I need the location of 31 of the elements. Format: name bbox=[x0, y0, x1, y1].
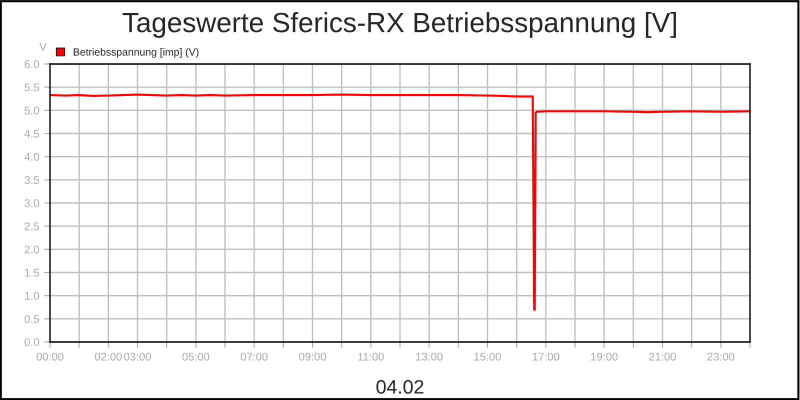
x-tick-label: 02:00 bbox=[94, 352, 122, 361]
x-tick-label: 15:00 bbox=[474, 352, 501, 361]
x-tick-label: 03:00 bbox=[124, 352, 151, 361]
x-tick-label: 07:00 bbox=[240, 352, 268, 361]
y-tick-label: 5.5 bbox=[24, 84, 40, 92]
y-tick-label: 2.5 bbox=[24, 222, 40, 230]
x-tick-label: 05:00 bbox=[182, 352, 210, 361]
y-tick-label: 1.0 bbox=[24, 292, 40, 300]
y-tick-label: 4.5 bbox=[24, 130, 40, 138]
y-tick-label: 2.0 bbox=[24, 246, 40, 254]
y-tick-label: 1.5 bbox=[24, 268, 40, 277]
y-tick-label: 5.0 bbox=[24, 106, 40, 114]
legend-label: Betriebsspannung [imp] (V) bbox=[74, 48, 198, 58]
y-axis-title: V bbox=[39, 42, 47, 51]
x-tick-label: 13:00 bbox=[416, 352, 443, 361]
y-tick-label: 0.5 bbox=[24, 315, 40, 323]
x-tick-label: 21:00 bbox=[649, 352, 676, 361]
line-series bbox=[50, 94, 750, 311]
y-tick-label: 4.0 bbox=[24, 152, 40, 161]
y-tick-label: 3.5 bbox=[24, 176, 40, 184]
x-tick-label: 09:00 bbox=[299, 352, 326, 361]
y-tick-label: 6.0 bbox=[24, 60, 40, 68]
x-tick-label: 00:00 bbox=[36, 352, 64, 361]
x-tick-label: 11:00 bbox=[358, 352, 384, 361]
chart-title: Tageswerte Sferics-RX Betriebsspannung [V] bbox=[122, 12, 676, 38]
x-tick-label: 19:00 bbox=[591, 352, 618, 361]
y-tick-label: 3.0 bbox=[24, 199, 40, 208]
x-tick-label: 17:00 bbox=[532, 352, 560, 361]
x-axis-title: 04.02 bbox=[376, 380, 424, 394]
y-tick-label: 0.0 bbox=[24, 338, 40, 346]
x-tick-label: 23:00 bbox=[707, 352, 734, 361]
